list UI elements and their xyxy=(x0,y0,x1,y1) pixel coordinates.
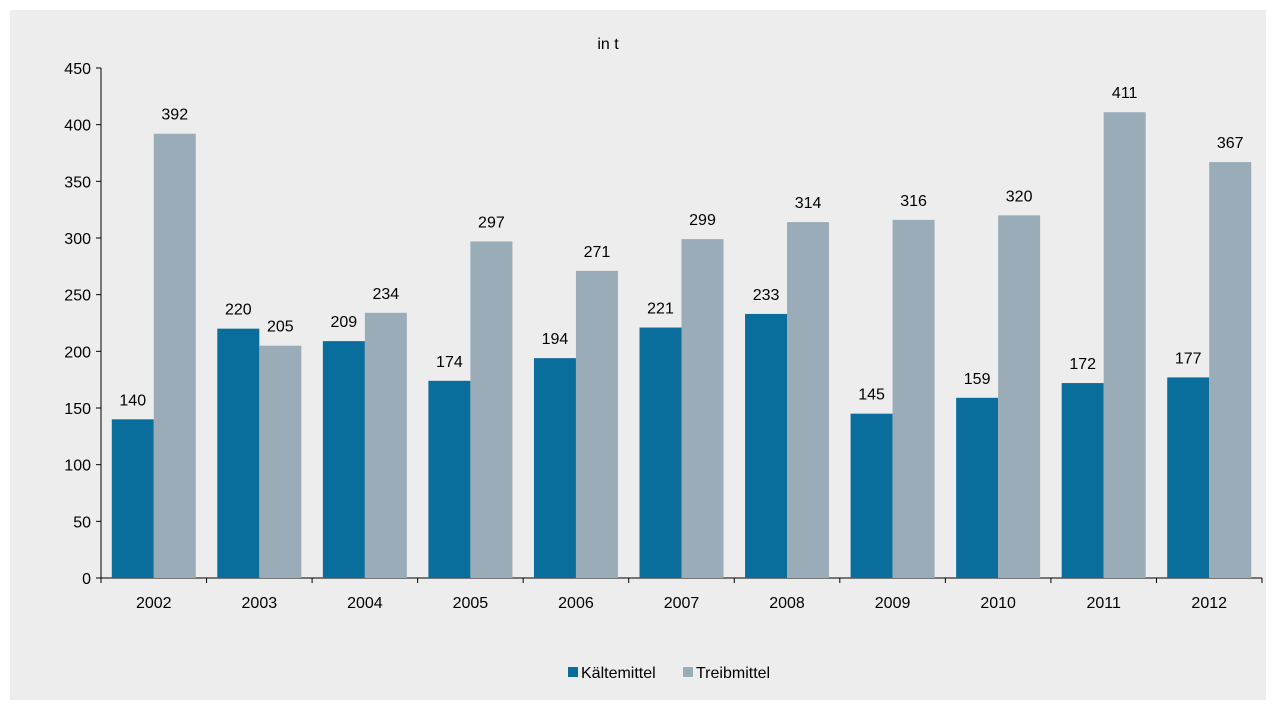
bar-treibmittel-2007 xyxy=(681,239,724,578)
data-label-treibmittel-2007: 299 xyxy=(689,212,716,229)
bar-treibmittel-2003 xyxy=(259,345,302,578)
bar-kaeltemittel-2006 xyxy=(533,358,576,578)
data-label-kaeltemittel-2010: 159 xyxy=(964,371,991,388)
bar-kaeltemittel-2010 xyxy=(956,397,999,578)
data-label-treibmittel-2006: 271 xyxy=(584,244,611,261)
data-label-treibmittel-2003: 205 xyxy=(267,319,294,336)
bar-treibmittel-2009 xyxy=(892,219,935,578)
legend-label-kaeltemittel: Kältemittel xyxy=(581,665,656,682)
bar-treibmittel-2006 xyxy=(575,270,618,578)
x-tick-label: 2010 xyxy=(980,595,1016,612)
x-tick-label: 2003 xyxy=(242,595,278,612)
bar-treibmittel-2010 xyxy=(998,215,1041,579)
data-label-treibmittel-2005: 297 xyxy=(478,214,505,231)
legend: Kältemittel Treibmittel xyxy=(568,665,770,682)
bar-kaeltemittel-2005 xyxy=(428,380,471,578)
data-label-kaeltemittel-2006: 194 xyxy=(542,331,569,348)
y-tick-label: 400 xyxy=(64,118,91,135)
bar-kaeltemittel-2011 xyxy=(1061,383,1104,578)
bar-kaeltemittel-2004 xyxy=(322,341,365,578)
data-label-kaeltemittel-2004: 209 xyxy=(331,314,358,331)
bar-kaeltemittel-2008 xyxy=(745,313,788,578)
bar-treibmittel-2005 xyxy=(470,241,513,578)
legend-label-treibmittel: Treibmittel xyxy=(696,665,770,682)
data-label-kaeltemittel-2003: 220 xyxy=(225,302,252,319)
bar-kaeltemittel-2002 xyxy=(111,419,154,578)
legend-swatch-kaeltemittel xyxy=(568,667,578,677)
legend-swatch-treibmittel xyxy=(683,667,693,677)
y-tick-label: 350 xyxy=(64,174,91,191)
y-tick-label: 0 xyxy=(82,571,91,588)
bars xyxy=(111,112,1252,579)
y-tick-label: 200 xyxy=(64,344,91,361)
data-label-kaeltemittel-2012: 177 xyxy=(1175,350,1202,367)
data-label-treibmittel-2004: 234 xyxy=(373,286,400,303)
x-tick-label: 2009 xyxy=(875,595,911,612)
data-label-treibmittel-2009: 316 xyxy=(900,193,927,210)
data-label-treibmittel-2012: 367 xyxy=(1217,135,1244,152)
data-label-kaeltemittel-2009: 145 xyxy=(858,387,885,404)
x-tick-label: 2002 xyxy=(136,595,172,612)
data-label-treibmittel-2010: 320 xyxy=(1006,188,1033,205)
x-tick-label: 2007 xyxy=(664,595,700,612)
bar-kaeltemittel-2007 xyxy=(639,327,682,578)
bar-treibmittel-2008 xyxy=(787,222,830,578)
data-label-treibmittel-2002: 392 xyxy=(161,107,188,124)
y-tick-label: 100 xyxy=(64,458,91,475)
bar-kaeltemittel-2012 xyxy=(1167,377,1210,578)
bar-kaeltemittel-2009 xyxy=(850,413,893,578)
bar-kaeltemittel-2003 xyxy=(217,328,260,578)
y-tick-label: 300 xyxy=(64,231,91,248)
data-label-kaeltemittel-2011: 172 xyxy=(1069,356,1096,373)
bar-treibmittel-2011 xyxy=(1103,112,1146,578)
y-tick-label: 450 xyxy=(64,61,91,78)
x-tick-label: 2004 xyxy=(347,595,383,612)
y-tick-label: 250 xyxy=(64,288,91,305)
x-tick-label: 2006 xyxy=(558,595,594,612)
x-tick-label: 2012 xyxy=(1191,595,1227,612)
x-tick-label: 2011 xyxy=(1086,595,1121,612)
data-labels: 140 392 220 205 209 234 174 297 194 271 221 299 233 3… xyxy=(119,85,1243,409)
chart-title: in t xyxy=(597,36,619,53)
bar-treibmittel-2002 xyxy=(153,133,196,578)
data-label-treibmittel-2011: 411 xyxy=(1112,85,1138,102)
data-label-kaeltemittel-2005: 174 xyxy=(436,354,463,371)
y-tick-label: 50 xyxy=(73,514,91,531)
y-tick-label: 150 xyxy=(64,401,91,418)
bar-treibmittel-2012 xyxy=(1209,162,1252,579)
data-label-treibmittel-2008: 314 xyxy=(795,195,822,212)
data-label-kaeltemittel-2007: 221 xyxy=(647,301,674,318)
data-label-kaeltemittel-2002: 140 xyxy=(119,392,146,409)
x-tick-label: 2008 xyxy=(769,595,805,612)
x-tick-label: 2005 xyxy=(453,595,489,612)
bar-treibmittel-2004 xyxy=(364,312,407,578)
data-label-kaeltemittel-2008: 233 xyxy=(753,287,780,304)
